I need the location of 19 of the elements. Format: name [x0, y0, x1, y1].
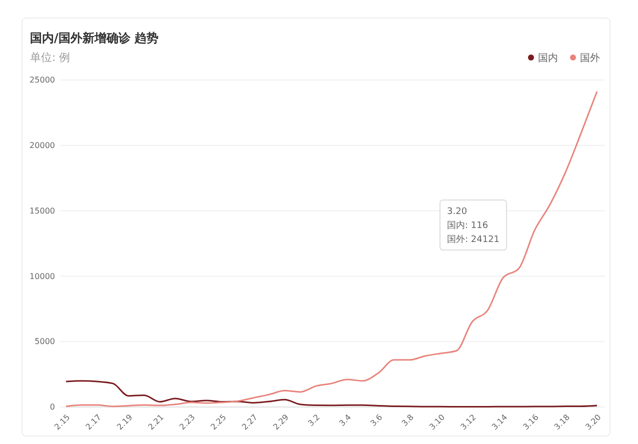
line-series: [65, 380, 598, 408]
legend-label: 国内: [538, 52, 558, 64]
annotation: 3.20: [447, 207, 468, 217]
x-tick-label: 3.8: [400, 412, 416, 428]
y-tick-label: 0: [50, 402, 55, 412]
line-series: [65, 90, 598, 408]
x-tick-label: 3.6: [368, 412, 384, 428]
y-tick-label: 20000: [30, 140, 55, 150]
x-tick-label: 3.2: [306, 412, 322, 428]
annotation: 国外: 24121: [447, 234, 500, 245]
y-tick-label: 5000: [34, 337, 55, 346]
x-tick-label: 3.4: [338, 412, 353, 428]
chart-subtitle: 单位: 例: [30, 51, 70, 64]
legend-label: 国外: [580, 53, 600, 64]
y-tick-label: 25000: [30, 76, 55, 85]
annotation: 国内: 116: [447, 220, 488, 231]
y-tick-label: 10000: [30, 272, 55, 281]
chart-title: 国内/国外新增确诊 趋势: [30, 31, 159, 45]
y-tick-label: 15000: [30, 206, 55, 216]
